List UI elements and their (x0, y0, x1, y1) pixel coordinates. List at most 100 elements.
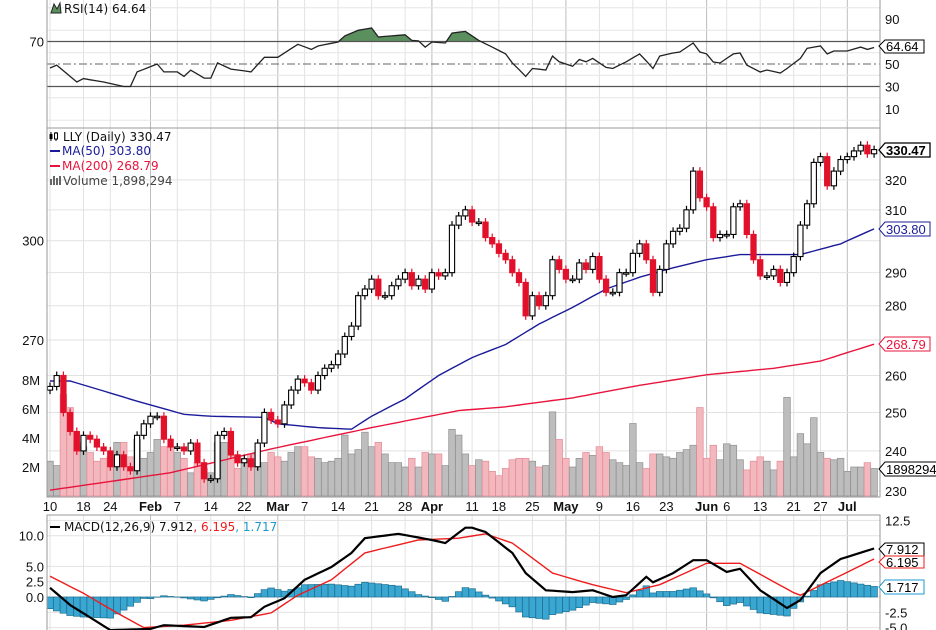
macd-panel-frame (46, 514, 881, 630)
candle-body (60, 374, 67, 414)
candle (301, 375, 308, 387)
candle-body (187, 442, 194, 452)
volume-bar (642, 468, 650, 497)
volume-bar (495, 475, 503, 497)
volume-bar (341, 434, 349, 497)
date-tick-label: 6 (723, 499, 730, 514)
volume-bar (689, 444, 697, 497)
candle-body (562, 268, 570, 280)
price-legend-text: LLY (Daily) 330.47 (63, 130, 171, 144)
volume-tick-label: 8M (22, 373, 40, 388)
macd-value-tag: 7.912 (878, 542, 925, 557)
candle-body (602, 278, 610, 293)
ma50-line (50, 228, 875, 430)
date-tick-label: 14 (331, 499, 345, 514)
volume-bar (662, 456, 671, 497)
candle-body (274, 419, 281, 425)
signal-value-tag: 6.195 (878, 555, 925, 570)
candle (556, 255, 563, 274)
candle (154, 412, 161, 421)
volume-tick-label: 2M (22, 460, 40, 475)
volume-bar (220, 442, 228, 497)
volume-bar (233, 468, 242, 497)
macd-histogram-bar (401, 588, 409, 598)
candle (602, 275, 610, 297)
date-tick-label: 14 (204, 499, 218, 514)
volume-bar (656, 453, 664, 497)
candle-body (154, 415, 161, 419)
date-tick-label: 7 (174, 499, 181, 514)
candle (160, 412, 168, 444)
volume-bar (455, 434, 463, 497)
macd-histogram-bar (254, 593, 262, 598)
candle-body (777, 268, 784, 283)
volume-bar (367, 446, 376, 497)
candle-body (770, 268, 777, 277)
candle (388, 281, 395, 300)
date-tick-label: 21 (786, 499, 800, 514)
volume-bar (461, 453, 470, 497)
candle-body (348, 325, 355, 338)
price-tick-label: 280 (885, 299, 907, 314)
volume-bar (287, 452, 295, 497)
macd-histogram-bar (327, 583, 336, 598)
candle-body (723, 233, 730, 237)
candle (375, 275, 382, 300)
candle-body (830, 170, 838, 187)
volume-bar (481, 460, 490, 497)
candle (314, 371, 322, 395)
candle-body (556, 259, 563, 270)
candle (435, 268, 442, 280)
macd-legend-signal: , 6.195 (193, 520, 235, 534)
candle-body (582, 262, 590, 270)
macd-histogram-bar (863, 584, 872, 598)
volume-bar (555, 439, 563, 497)
macd-histogram-bar (810, 590, 818, 598)
candle (120, 450, 127, 471)
macd-histogram-bar (160, 595, 168, 598)
macd-histogram-bar (609, 596, 617, 605)
candle (147, 412, 154, 428)
candle-body (435, 272, 442, 277)
candle (448, 221, 456, 277)
candle (53, 371, 60, 391)
candle-body (415, 278, 422, 287)
candle (355, 291, 362, 331)
candle-body (475, 221, 482, 225)
volume-bar (649, 453, 657, 497)
date-tick-label: Mar (266, 499, 289, 514)
volume-value-tag: 1898294 (878, 461, 936, 477)
candle-body (455, 215, 462, 226)
candle (80, 431, 87, 455)
macd-histogram-bar (140, 596, 148, 599)
candle (509, 255, 516, 277)
candle (207, 474, 214, 483)
candle (401, 268, 409, 284)
macd-tick-label: 2.5 (26, 575, 44, 590)
macd-histogram-bar (267, 587, 275, 598)
candle-body (696, 170, 704, 199)
candle-body (542, 295, 549, 307)
macd-signal-line (49, 533, 875, 629)
macd-histogram-bar (388, 584, 396, 598)
volume-bar (468, 465, 476, 497)
candle-body (783, 272, 791, 283)
candle-body (636, 243, 643, 254)
macd-histogram-bar (47, 596, 54, 609)
candle-body (448, 224, 456, 274)
candle-body (743, 203, 750, 235)
volume-bar (582, 452, 590, 497)
date-tick-label: 27 (813, 499, 827, 514)
macd-histogram-bar (133, 596, 141, 603)
volume-bar (475, 459, 483, 497)
candle (723, 230, 730, 239)
candle-body (368, 278, 375, 290)
volume-bar (508, 459, 516, 497)
price-tick-label: 230 (885, 484, 907, 499)
macd-histogram-bar (260, 589, 269, 598)
candle (187, 439, 194, 455)
candle (241, 454, 248, 467)
macd-histogram-bar (723, 596, 731, 606)
candle-body (710, 206, 717, 239)
